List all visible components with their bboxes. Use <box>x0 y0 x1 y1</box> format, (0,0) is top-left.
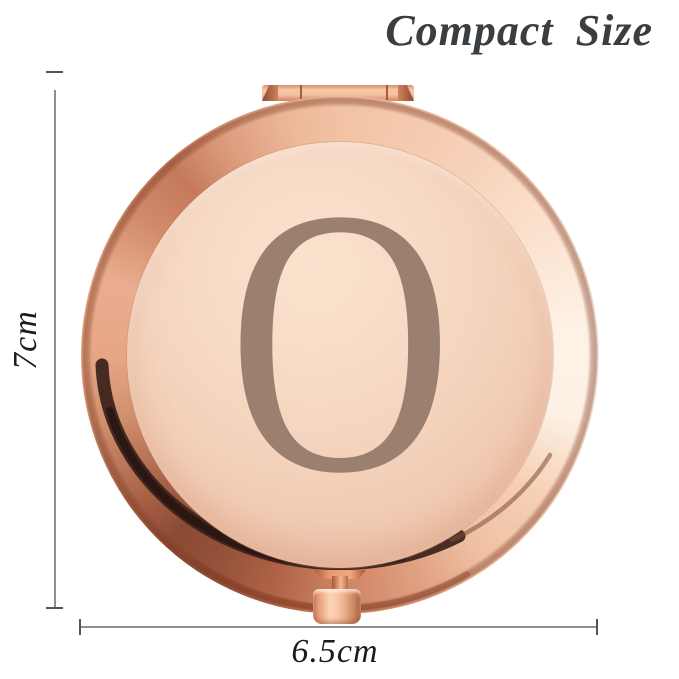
height-dimension-line <box>54 90 56 608</box>
compact-mirror: O <box>81 85 599 624</box>
engraved-letter: O <box>227 131 453 552</box>
width-dimension-line <box>81 626 597 628</box>
clasp-flange <box>314 570 366 579</box>
image-title: Compact Size <box>385 6 653 55</box>
width-dimension-label: 6.5cm <box>291 633 379 670</box>
clasp-stem <box>332 576 348 591</box>
height-dimension-label: 7cm <box>7 310 44 370</box>
seam-reflection-right-arc <box>449 452 553 543</box>
width-dimension-right-cap <box>596 619 598 635</box>
width-dimension-left-cap <box>79 619 81 635</box>
clasp-knob <box>313 589 361 624</box>
hinge-notch-left <box>300 85 302 101</box>
hinge <box>262 85 414 101</box>
lid-face: O <box>127 142 553 568</box>
hinge-notch-right <box>386 85 388 101</box>
height-dimension-bottom-cap <box>46 607 63 609</box>
height-dimension-top-cap <box>46 71 63 73</box>
